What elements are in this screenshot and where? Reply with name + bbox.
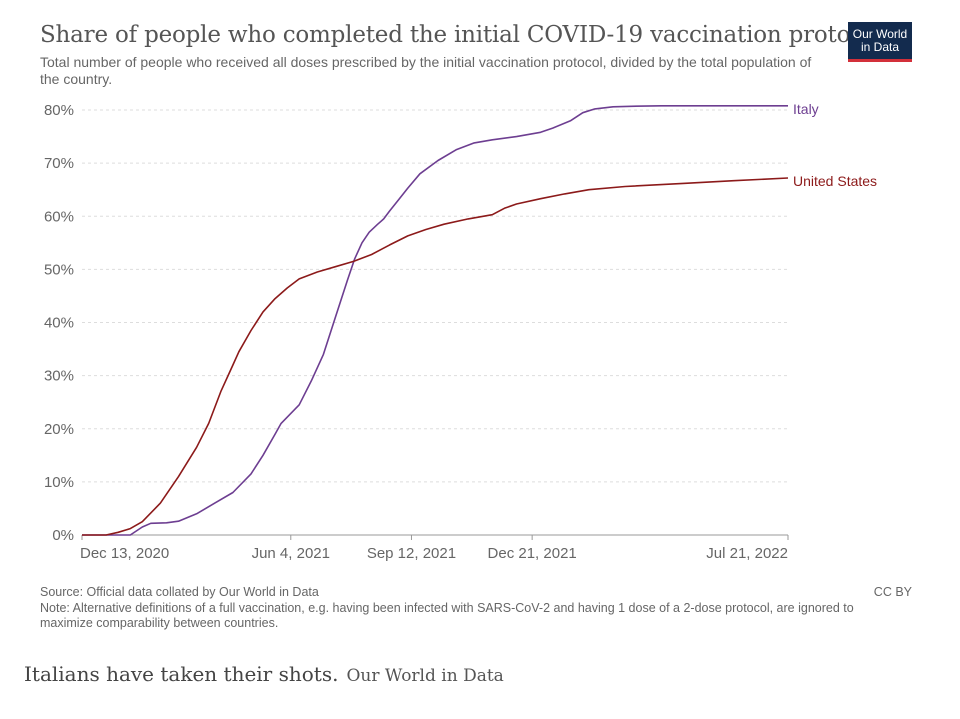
x-tick-label: Jul 21, 2022 [706, 545, 788, 562]
x-tick-label: Dec 21, 2021 [488, 545, 577, 562]
y-tick-label: 30% [44, 368, 74, 385]
x-tick-label: Jun 4, 2021 [252, 545, 330, 562]
x-axis: Dec 13, 2020 Jun 4, 2021 Sep 12, 2021 Dec 2… [80, 534, 789, 562]
y-tick-label: 10% [44, 474, 74, 491]
logo-line-1: Our World [852, 27, 908, 41]
chart-subtitle: Total number of people who received all … [40, 54, 812, 87]
series-line-united-states [82, 177, 789, 536]
caption-credit: Our World in Data [346, 666, 504, 686]
source-note: Source: Official data collated by Our Wo… [40, 585, 319, 599]
logo-line-2: in Data [860, 40, 900, 54]
owid-logo[interactable]: Our World in Data [848, 22, 912, 62]
y-tick-label: 50% [44, 261, 74, 278]
series-layer: Italy United States [82, 101, 877, 536]
y-tick-label: 40% [44, 315, 74, 332]
chart-title: Share of people who completed the initia… [40, 22, 884, 48]
y-tick-label: 60% [44, 208, 74, 225]
y-tick-label: 20% [44, 421, 74, 438]
x-tick-label: Sep 12, 2021 [367, 545, 456, 562]
grid-layer: 0% 10% 20% 30% 40% 50% 60% 70% 80% [44, 102, 788, 544]
series-line-italy [82, 105, 788, 536]
y-tick-label: 0% [52, 527, 74, 544]
caption-text: Italians have taken their shots. [24, 662, 339, 686]
definition-note: Note: Alternative definitions of a full … [40, 601, 854, 630]
series-label-italy: Italy [793, 101, 819, 117]
y-tick-label: 70% [44, 155, 74, 172]
series-label-united-states: United States [793, 173, 877, 189]
y-tick-label: 80% [44, 102, 74, 119]
line-chart: 0% 10% 20% 30% 40% 50% 60% 70% 80% Dec 13, 2020 J… [44, 101, 877, 562]
license-link[interactable]: CC BY [873, 585, 912, 599]
image-caption: Italians have taken their shots. Our Worl… [24, 662, 504, 686]
x-tick-label: Dec 13, 2020 [80, 545, 169, 562]
